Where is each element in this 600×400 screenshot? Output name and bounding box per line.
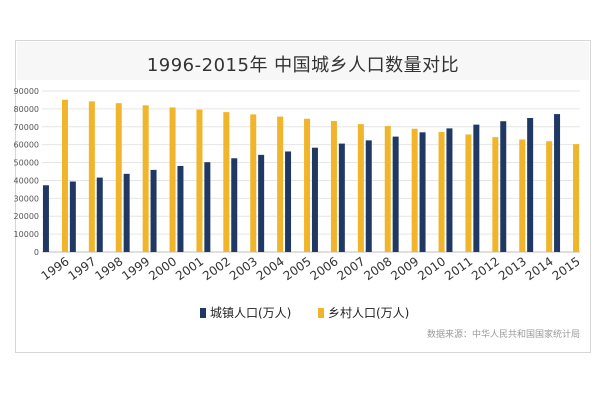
bar-urban [500,121,507,252]
x-tick-label: 2003 [227,254,260,283]
x-tick-label: 1997 [66,254,99,283]
bar-rural [546,141,553,252]
bar-urban [419,132,426,252]
bar-urban [96,177,103,252]
bar-rural [169,107,176,252]
bar-rural [223,112,230,252]
source-note: 数据来源：中华人民共和国国家统计局 [426,330,580,340]
x-tick-label: 1998 [92,254,125,283]
x-tick-label: 2010 [415,254,448,283]
bar-rural [115,103,122,252]
x-tick-label: 2014 [523,254,556,283]
legend-label-rural: 乡村人口(万人) [328,306,410,320]
x-tick-label: 2004 [254,254,287,283]
x-tick-label: 2005 [281,254,314,283]
legend-item-rural: 乡村人口(万人) [318,304,409,321]
bar-rural [357,124,364,252]
bar-rural [196,109,203,252]
legend-swatch-urban [200,307,206,318]
bar-rural [61,99,68,252]
bar-rural [492,137,499,252]
x-tick-label: 1999 [119,254,152,283]
x-tick-label: 1996 [39,254,72,283]
bar-rural [330,121,337,252]
x-tick-label: 2012 [469,254,502,283]
bar-rural [304,118,311,252]
bar-urban [338,143,345,252]
x-tick-label: 2013 [496,254,529,283]
bar-urban [258,154,265,252]
chart-title: 1996-2015年 中国城乡人口数量对比 [146,55,460,76]
bar-rural [142,105,149,252]
bar-rural [573,144,580,252]
bar-urban [42,185,49,252]
legend-label-urban: 城镇人口(万人) [210,306,292,320]
y-tick-label: 70000 [14,123,39,132]
y-tick-label: 0 [34,248,39,257]
bar-rural [411,128,418,252]
x-tick-label: 2007 [335,254,368,283]
y-tick-label: 50000 [14,159,39,168]
bar-rural [277,116,284,252]
x-tick-label: 2009 [388,254,421,283]
bar-rural [465,134,472,252]
x-tick-label: 2002 [200,254,233,283]
y-tick-label: 30000 [14,194,39,203]
legend-swatch-rural [318,307,324,318]
bar-urban [69,181,76,252]
bar-urban [204,162,211,252]
bar-urban [446,128,453,252]
x-tick-label: 2008 [361,254,394,283]
bar-rural [519,139,526,252]
y-tick-label: 40000 [14,176,39,185]
x-tick-label: 2006 [308,254,341,283]
y-tick-label: 80000 [14,105,39,114]
legend: 城镇人口(万人) 乡村人口(万人) [0,304,600,322]
bar-rural [438,131,445,252]
bar-urban [150,169,157,252]
legend-item-urban: 城镇人口(万人) [200,304,291,321]
bar-urban [123,173,130,252]
y-tick-label: 20000 [14,212,39,221]
bar-urban [285,151,292,252]
bar-urban [231,158,238,252]
x-tick-label: 2011 [442,254,475,283]
bar-urban [392,136,399,252]
y-tick-label: 10000 [14,230,39,239]
y-tick-label: 90000 [14,87,39,96]
bar-urban [554,114,561,253]
y-tick-label: 60000 [14,141,39,150]
x-tick-label: 2001 [173,254,206,283]
bar-urban [473,124,480,252]
x-tick-label: 2015 [550,254,583,283]
bar-rural [250,114,257,252]
title-bar: 1996-2015年 中国城乡人口数量对比 [17,42,589,80]
bar-rural [88,101,95,253]
bar-urban [365,140,372,252]
bar-urban [311,147,318,252]
bar-urban [177,165,184,252]
x-tick-label: 2000 [146,254,179,283]
bar-urban [527,118,534,252]
bar-rural [384,126,391,252]
